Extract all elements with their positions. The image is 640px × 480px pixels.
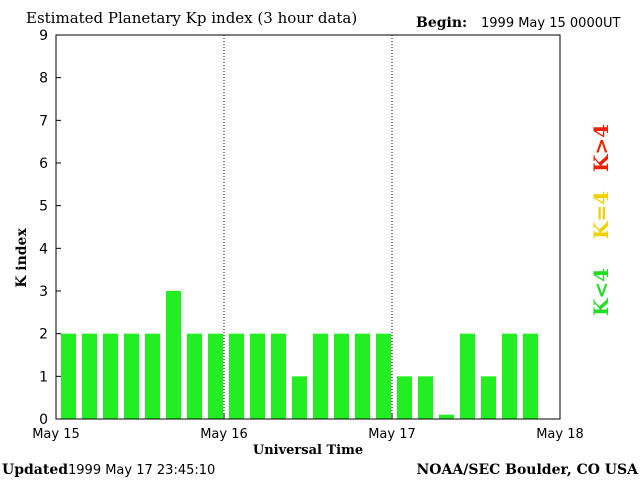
updated-label: Updated: [2, 462, 68, 478]
y-tick-label: 2: [39, 327, 48, 343]
y-tick-label: 8: [39, 71, 48, 87]
x-tick-label: May 18: [536, 427, 584, 442]
kp-bar: [418, 376, 433, 419]
kp-bar: [145, 333, 160, 419]
day-separators: [223, 35, 393, 419]
y-tick-label: 6: [39, 156, 48, 172]
kp-bar: [481, 376, 496, 419]
y-tick-label: 4: [39, 241, 48, 257]
y-axis-ticks: 0 1 2 3 4 5 6 7 8 9: [39, 28, 61, 428]
kp-bar: [313, 333, 328, 419]
legend-k-above-4: K>4: [589, 124, 613, 172]
y-tick-label: 5: [39, 199, 48, 215]
kp-bar: [502, 333, 517, 419]
kp-bar: [334, 333, 349, 419]
kp-bar: [292, 376, 307, 419]
y-tick-label: 9: [39, 28, 48, 44]
kp-bar: [187, 333, 202, 419]
x-axis-ticks: May 15 May 16 May 17 May 18: [32, 414, 584, 442]
kp-bar: [124, 333, 139, 419]
legend-k-equals-4: K=4: [589, 191, 613, 239]
kp-bar: [460, 333, 475, 419]
legend-k-below-4: K<4: [589, 268, 613, 316]
chart-title: Estimated Planetary Kp index (3 hour dat…: [26, 9, 357, 27]
x-tick-label: May 16: [200, 427, 248, 442]
x-axis-label: Universal Time: [253, 443, 363, 458]
kp-bar: [250, 333, 265, 419]
y-tick-label: 7: [39, 113, 48, 129]
kp-bar: [439, 414, 454, 419]
kp-bar: [61, 333, 76, 419]
x-tick-label: May 15: [32, 427, 80, 442]
plot-frame: [55, 34, 561, 420]
x-tick-label: May 17: [368, 427, 416, 442]
kp-bar: [208, 333, 223, 419]
legend: K<4 K=4 K>4: [589, 124, 613, 316]
kp-bar: [376, 333, 391, 419]
kp-bar: [271, 333, 286, 419]
kp-bar: [229, 333, 244, 419]
source-credit: NOAA/SEC Boulder, CO USA: [417, 462, 640, 478]
y-axis-label: K index: [14, 228, 30, 288]
begin-value: 1999 May 15 0000UT: [481, 16, 620, 31]
kp-bar: [397, 376, 412, 419]
begin-label: Begin:: [416, 15, 467, 31]
y-tick-label: 1: [39, 369, 48, 385]
kp-bar: [166, 291, 181, 419]
kp-bar: [523, 333, 538, 419]
bar-series: [61, 291, 538, 419]
updated-value: 1999 May 17 23:45:10: [68, 463, 215, 478]
kp-bar: [82, 333, 97, 419]
kp-bar: [103, 333, 118, 419]
y-tick-label: 3: [39, 284, 48, 300]
y-tick-label: 0: [39, 412, 48, 428]
kp-bar: [355, 333, 370, 419]
